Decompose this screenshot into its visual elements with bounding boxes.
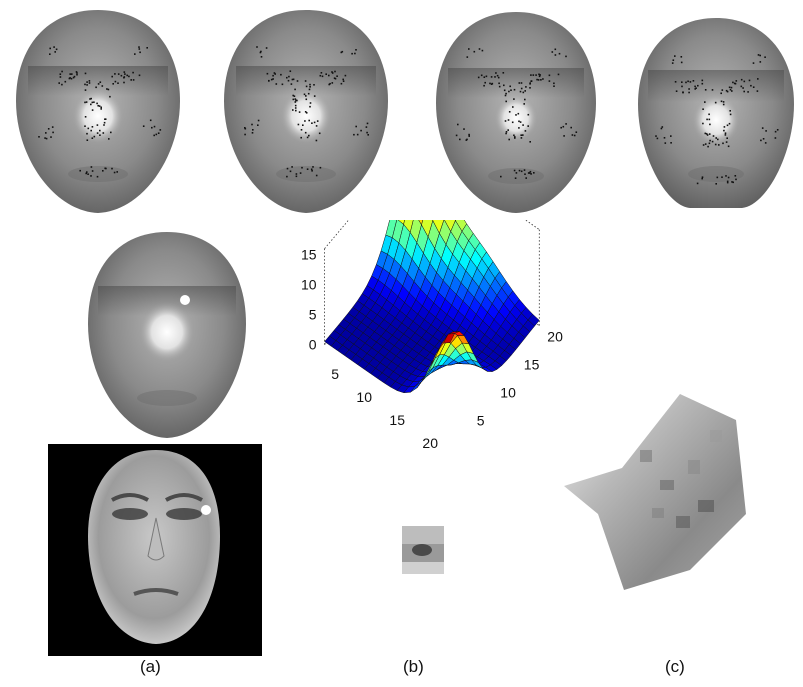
- face-model-icon: [224, 10, 388, 213]
- panel-c: [560, 390, 803, 630]
- z-tick-label: 0: [309, 337, 317, 353]
- x-tick-label: 15: [389, 412, 405, 428]
- y-tick-label: 5: [477, 413, 485, 429]
- z-tick-label: 15: [301, 247, 317, 263]
- face-photo: [48, 444, 262, 656]
- face-model-icon: [16, 10, 180, 213]
- z-tick-label: 5: [309, 307, 317, 323]
- y-tick-label: 10: [500, 385, 516, 401]
- face-model-icon: [638, 18, 794, 208]
- face-model-row: [0, 0, 803, 220]
- y-tick-label: 15: [524, 357, 540, 373]
- x-tick-label: 20: [422, 435, 438, 451]
- panel-label-b: (b): [403, 657, 424, 676]
- texture-patch-small: [402, 526, 444, 574]
- face-model-icon: [436, 12, 596, 213]
- mean-face-model: [88, 232, 246, 438]
- panel-label-a: (a): [140, 657, 161, 676]
- surface-mesh: [324, 220, 540, 394]
- panel-b: 0 5 10 15 5 10 15 20 5 10 15 20: [300, 220, 570, 687]
- y-tick-label: 20: [547, 329, 563, 345]
- panel-a: [0, 220, 300, 687]
- z-tick-label: 10: [301, 277, 317, 293]
- white-point-marker: [201, 505, 211, 515]
- x-tick-label: 10: [356, 389, 372, 405]
- x-tick-label: 5: [331, 366, 339, 382]
- panel-label-c: (c): [665, 657, 685, 676]
- warped-texture-patch: [564, 394, 746, 590]
- white-point-marker: [180, 295, 190, 305]
